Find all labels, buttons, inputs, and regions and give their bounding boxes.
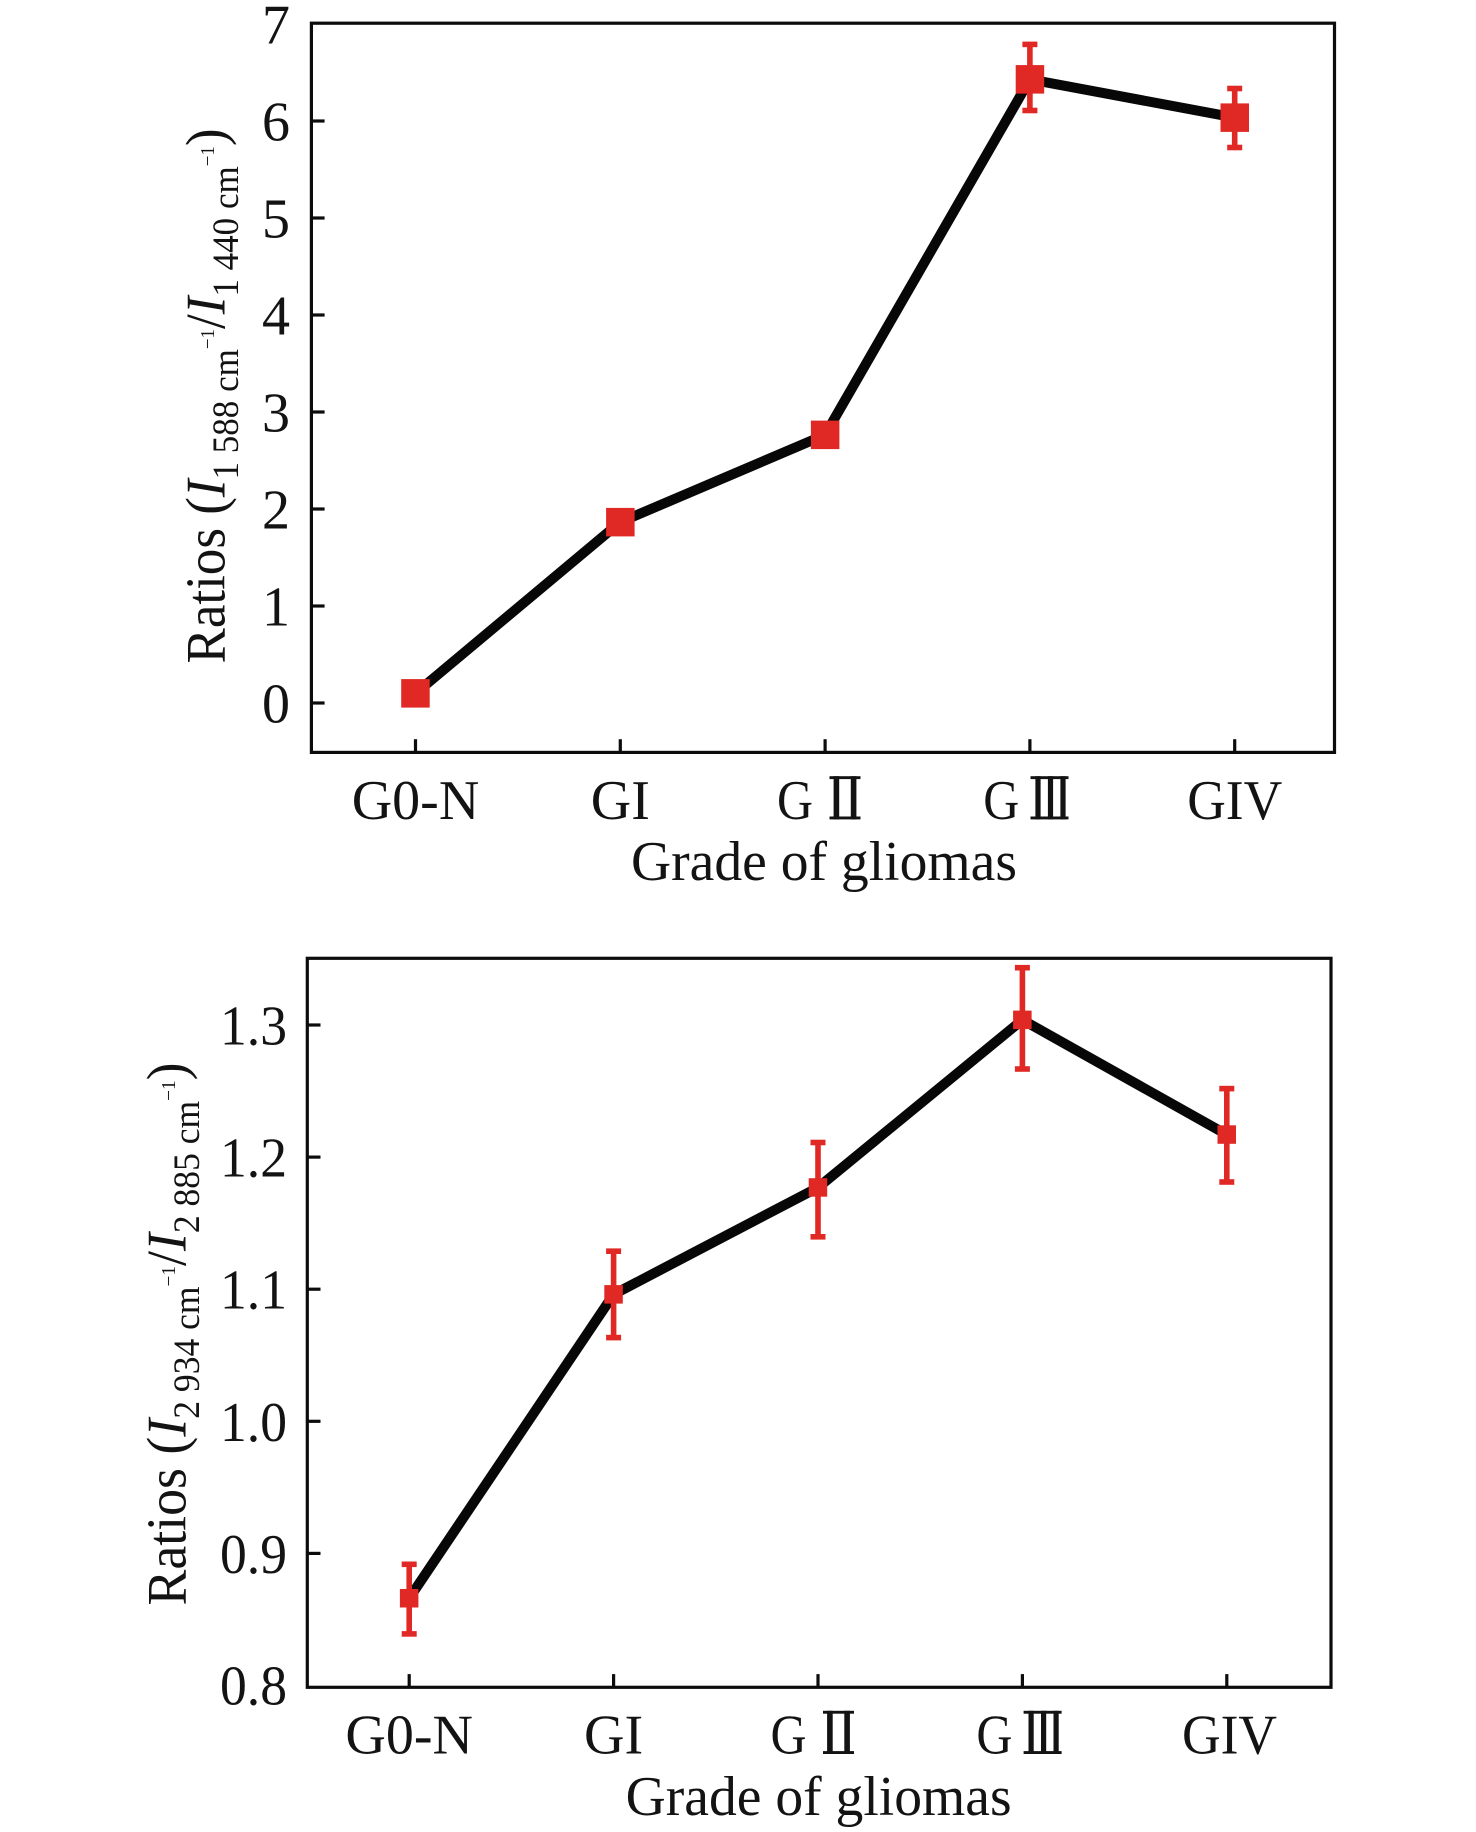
svg-text:1.1: 1.1 <box>220 1260 287 1322</box>
svg-text:Grade of gliomas: Grade of gliomas <box>631 831 1017 893</box>
svg-text:G: G <box>777 770 813 832</box>
svg-text:GI: GI <box>591 770 650 832</box>
svg-text:7: 7 <box>262 0 290 57</box>
svg-text:G: G <box>983 770 1019 832</box>
svg-text:GIV: GIV <box>1182 1705 1277 1767</box>
svg-text:1.3: 1.3 <box>220 996 287 1058</box>
svg-text:5: 5 <box>262 189 290 251</box>
svg-text:Ratios (I2 934 cm−1/I2 885 cm−: Ratios (I2 934 cm−1/I2 885 cm−1) <box>136 1062 208 1605</box>
svg-text:G: G <box>976 1705 1012 1767</box>
svg-text:G0-N: G0-N <box>345 1705 473 1767</box>
svg-text:G0-N: G0-N <box>352 770 480 832</box>
svg-text:2: 2 <box>262 480 290 542</box>
svg-text:1: 1 <box>262 577 290 639</box>
svg-text:4: 4 <box>262 286 290 348</box>
svg-text:3: 3 <box>262 383 290 445</box>
svg-text:GI: GI <box>584 1705 643 1767</box>
svg-text:0.9: 0.9 <box>220 1524 287 1586</box>
svg-text:0: 0 <box>262 674 290 736</box>
svg-text:0.8: 0.8 <box>220 1656 287 1718</box>
svg-text:1.2: 1.2 <box>220 1128 287 1190</box>
svg-text:GIV: GIV <box>1187 770 1282 832</box>
svg-text:G: G <box>771 1705 807 1767</box>
svg-text:6: 6 <box>262 92 290 154</box>
svg-text:1.0: 1.0 <box>220 1392 287 1454</box>
svg-text:Grade of gliomas: Grade of gliomas <box>626 1766 1012 1828</box>
